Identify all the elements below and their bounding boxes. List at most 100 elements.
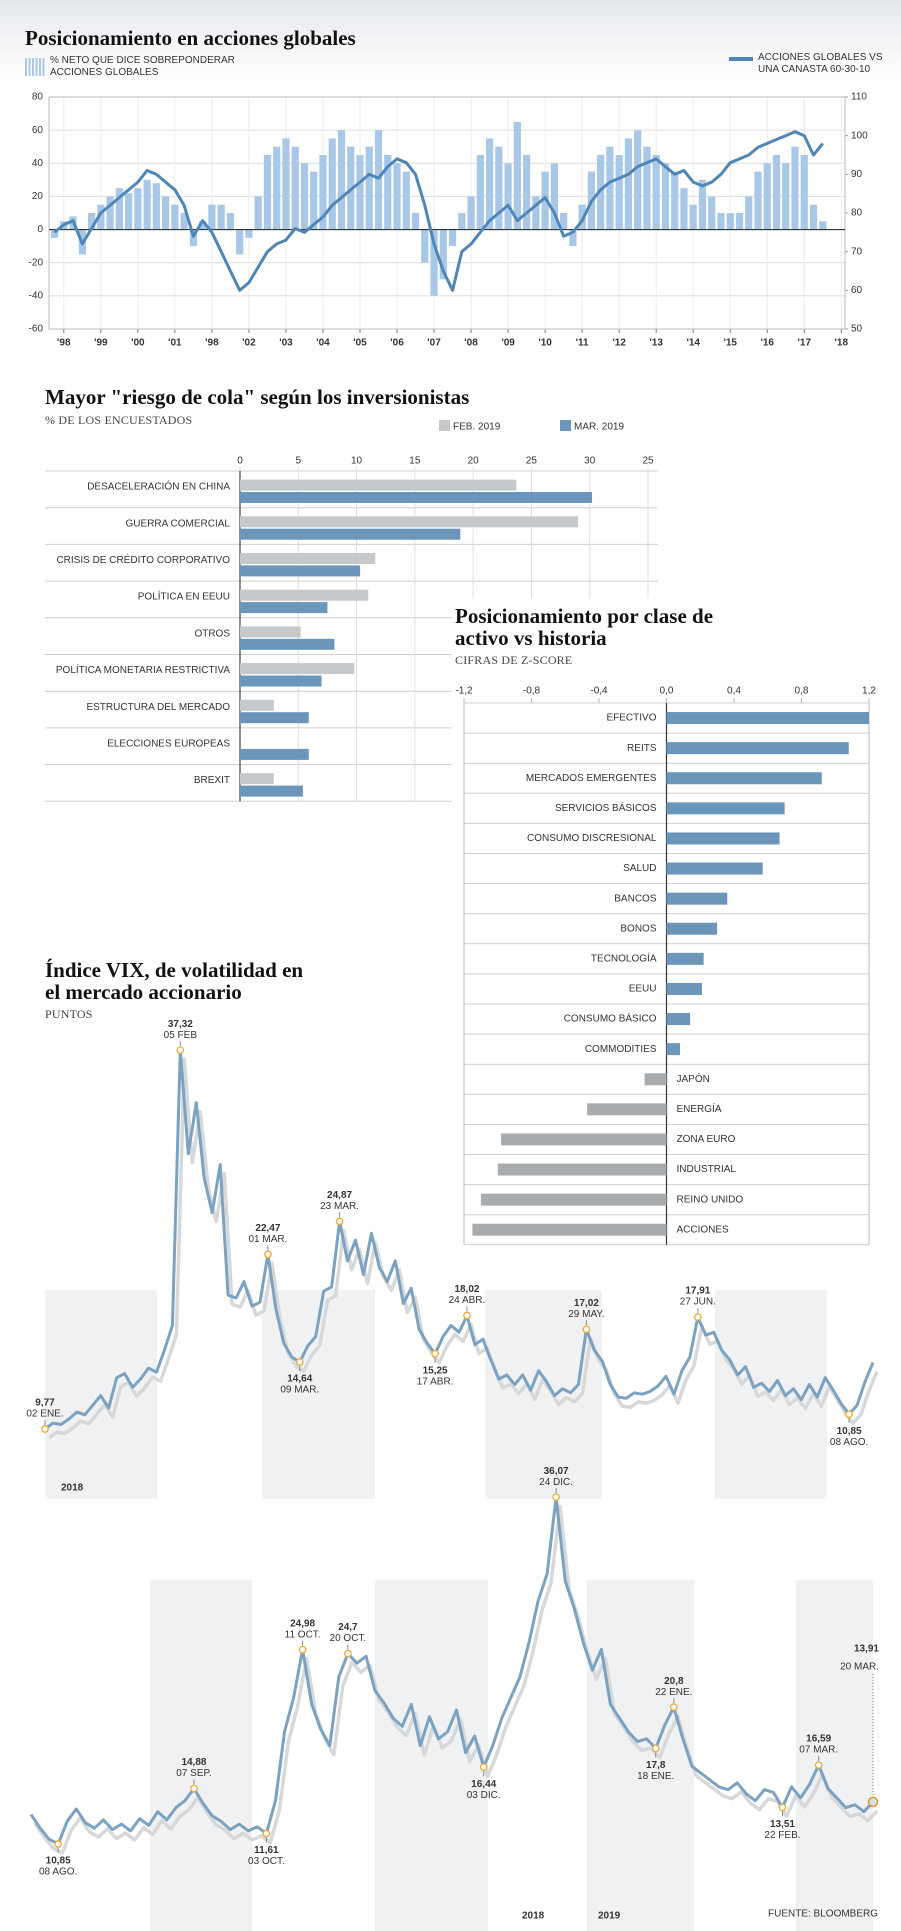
annotation-date: 22 ENE. <box>655 1687 692 1698</box>
annotation-value: 22,47 <box>255 1223 280 1234</box>
bar <box>152 183 160 230</box>
bar <box>97 204 105 230</box>
annotation-date: 24 ABR. <box>449 1295 486 1306</box>
annotation-date: 22 FEB. <box>764 1830 800 1841</box>
y2-tick-label: 90 <box>851 169 863 180</box>
legend-swatch <box>28 58 31 76</box>
bar <box>717 213 725 230</box>
bar <box>240 773 274 785</box>
bar <box>666 832 780 845</box>
bar <box>134 188 142 230</box>
x-tick-label: '13 <box>649 338 663 349</box>
month-band <box>715 1290 827 1499</box>
annotation-value: 13,51 <box>770 1819 795 1830</box>
y-tick-label: -60 <box>29 324 44 335</box>
bar <box>666 712 869 725</box>
annotation-value: 37,32 <box>168 1019 193 1030</box>
x-tick-label: -1,2 <box>455 686 473 697</box>
bar <box>245 229 253 238</box>
chart-subtitle: CIFRAS DE Z-SCORE <box>455 653 573 667</box>
x-tick-label: '99 <box>94 338 108 349</box>
category-label: GUERRA COMERCIAL <box>126 518 231 529</box>
x-tick-label: '03 <box>279 338 293 349</box>
x-tick-label: -0,8 <box>523 686 541 697</box>
bar <box>208 204 216 230</box>
y-tick-label: 60 <box>32 125 44 136</box>
x-tick-label: 0,4 <box>727 686 741 697</box>
category-label: SALUD <box>623 863 656 874</box>
category-label: CONSUMO DISCRESIONAL <box>527 833 657 844</box>
annotation-value: 24,98 <box>290 1618 315 1629</box>
category-label: ACCIONES <box>677 1224 730 1235</box>
bar <box>448 229 457 247</box>
annotation-dot <box>54 1840 63 1848</box>
x-tick-label: '08 <box>464 338 478 349</box>
category-label: DESACELERACIÓN EN CHINA <box>87 480 230 493</box>
bar <box>644 1073 667 1086</box>
category-label: INDUSTRIAL <box>677 1164 737 1175</box>
x-tick-label: 0 <box>237 456 243 467</box>
bar <box>217 204 225 230</box>
year-label: 2018 <box>61 1483 84 1494</box>
x-tick-label: '18 <box>835 338 849 349</box>
bar <box>236 229 244 255</box>
annotation-dot <box>669 1703 678 1712</box>
bar <box>791 146 799 230</box>
bar <box>273 146 281 230</box>
x-tick-label: 15 <box>409 456 421 467</box>
bar <box>240 712 309 724</box>
x-tick-label: '01 <box>168 338 182 349</box>
annotation-value: 36,07 <box>544 1466 569 1477</box>
y2-tick-label: 60 <box>851 285 863 296</box>
bar <box>532 196 540 230</box>
category-label: REITS <box>627 743 657 754</box>
annotation-dot <box>479 1763 488 1771</box>
chart-title: Posicionamiento por clase de activo vs h… <box>455 604 714 650</box>
bar <box>800 155 808 230</box>
y2-tick-label: 50 <box>851 324 863 335</box>
annotation-value: 17,02 <box>574 1298 599 1309</box>
category-label: POLÍTICA EN EEUU <box>138 590 230 603</box>
year-label: 2019 <box>598 1911 621 1922</box>
chart-title: Posicionamiento en acciones globales <box>25 26 356 50</box>
legend-swatch <box>25 58 27 76</box>
bar <box>240 638 335 650</box>
legend-label: % NETO QUE DICE SOBREPONDERAR ACCIONES G… <box>50 55 235 78</box>
annotation-date: 07 MAR. <box>799 1745 838 1756</box>
bar <box>497 1163 667 1176</box>
x-tick-label: '02 <box>242 338 256 349</box>
bar <box>763 163 771 230</box>
bar <box>634 130 642 230</box>
x-tick-label: '12 <box>612 338 626 349</box>
annotation-date: 18 ENE. <box>637 1771 674 1782</box>
annotation-dot <box>41 1425 49 1433</box>
annotation-value: 11,61 <box>254 1845 279 1856</box>
line <box>29 1495 875 1846</box>
bar <box>240 626 301 638</box>
bar <box>310 171 318 230</box>
bar <box>87 213 96 230</box>
bar <box>319 155 327 230</box>
bar <box>240 528 461 540</box>
annotation-date: 20 MAR. <box>840 1662 879 1673</box>
annotation-value: 14,88 <box>181 1757 206 1768</box>
bar <box>240 699 274 711</box>
bar <box>115 188 123 230</box>
category-label: EFECTIVO <box>606 713 656 724</box>
x-tick-label: 20 <box>468 456 480 467</box>
annotation-date: 05 FEB <box>164 1030 198 1041</box>
bar <box>143 179 151 230</box>
category-label: CONSUMO BÁSICO <box>564 1012 657 1025</box>
bar <box>666 952 704 965</box>
legend-swatch <box>32 58 34 76</box>
annotation-dot <box>190 1784 198 1793</box>
bar <box>180 213 188 230</box>
bar <box>643 146 651 230</box>
category-label: BONOS <box>620 923 656 934</box>
annotation-date: 03 DIC. <box>467 1790 501 1801</box>
y-tick-label: 20 <box>32 191 44 202</box>
bar <box>666 772 822 785</box>
line <box>44 1048 875 1431</box>
